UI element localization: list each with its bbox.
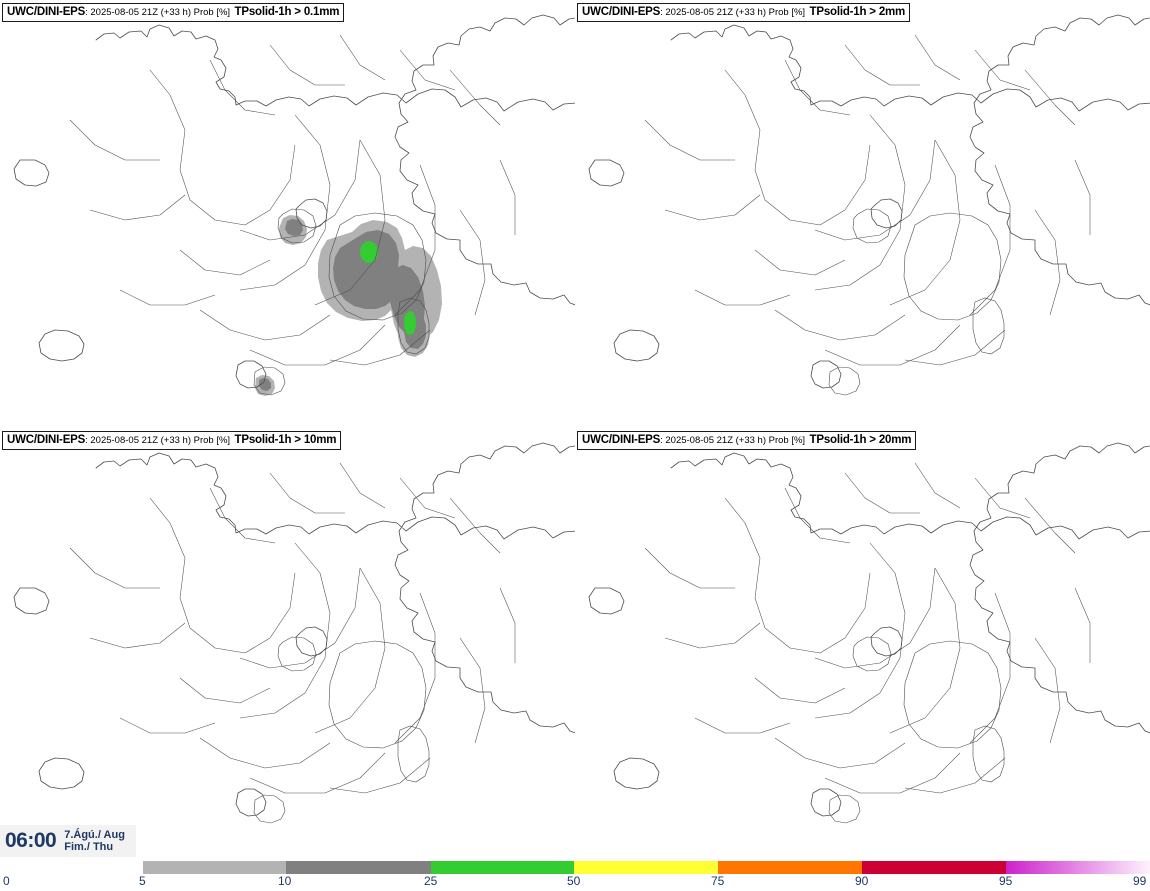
- panel-title-1: UWC/DINI-EPS: 2025-08-05 21Z (+33 h) Pro…: [577, 3, 911, 22]
- colorbar-tick-3: 25: [424, 874, 438, 888]
- panel-param-label-3: TPsolid-1h > 20mm: [809, 434, 912, 446]
- region-boundaries-1: [644, 34, 1091, 366]
- iceland-map-0: [13, 14, 575, 396]
- colorbar-segment-50-75: [574, 861, 718, 874]
- panel-run-label-3: : 2025-08-05 21Z (+33 h) Prob [%]: [660, 435, 806, 446]
- glacier-outlines-2: [253, 636, 430, 824]
- panel-model-label-1: UWC/DINI-EPS: [582, 6, 661, 18]
- probability-colorbar[interactable]: [143, 861, 1150, 874]
- legend-bar: 06:00 7.Ágú./ Aug Fim./ Thu 0 5 10 25 50…: [0, 825, 1150, 891]
- map-canvas-0[interactable]: [0, 0, 575, 428]
- glacier-outlines-1: [828, 208, 1005, 396]
- panel-run-label-2: : 2025-08-05 21Z (+33 h) Prob [%]: [85, 435, 231, 446]
- colorbar-tick-7: 95: [999, 874, 1013, 888]
- panel-param-label-0: TPsolid-1h > 0.1mm: [234, 6, 340, 18]
- region-boundaries-0: [69, 34, 516, 366]
- map-canvas-1[interactable]: [575, 0, 1150, 428]
- colorbar-tick-4: 50: [567, 874, 581, 888]
- colorbar-segment-5-10: [143, 861, 286, 874]
- panel-run-label-1: : 2025-08-05 21Z (+33 h) Prob [%]: [660, 7, 806, 18]
- region-boundaries-3: [644, 462, 1091, 794]
- colorbar-tick-labels: 0 5 10 25 50 75 90 95 99: [0, 874, 1150, 890]
- map-canvas-3[interactable]: [575, 428, 1150, 856]
- iceland-coastline-3: [588, 442, 1150, 817]
- colorbar-tick-8: 99: [1133, 874, 1147, 888]
- glacier-outlines-0: [253, 208, 430, 396]
- colorbar-tick-6: 90: [855, 874, 869, 888]
- valid-time-box: 06:00 7.Ágú./ Aug Fim./ Thu: [0, 825, 136, 857]
- iceland-coastline-2: [13, 442, 575, 817]
- panel-title-0: UWC/DINI-EPS: 2025-08-05 21Z (+33 h) Pro…: [2, 3, 345, 22]
- iceland-coastline-1: [588, 14, 1150, 389]
- colorbar-tick-0: 0: [3, 874, 10, 888]
- map-canvas-2[interactable]: [0, 428, 575, 856]
- panel-title-3: UWC/DINI-EPS: 2025-08-05 21Z (+33 h) Pro…: [577, 431, 917, 450]
- colorbar-segment-75-90: [718, 861, 862, 874]
- panel-run-label-0: : 2025-08-05 21Z (+33 h) Prob [%]: [85, 7, 231, 18]
- valid-weekday-label: Fim./ Thu: [64, 841, 114, 853]
- panel-model-label-0: UWC/DINI-EPS: [7, 6, 86, 18]
- colorbar-segment-25-50: [431, 861, 574, 874]
- forecast-panel-1[interactable]: UWC/DINI-EPS: 2025-08-05 21Z (+33 h) Pro…: [575, 0, 1150, 428]
- colorbar-tick-1: 5: [139, 874, 146, 888]
- panel-param-label-1: TPsolid-1h > 2mm: [809, 6, 906, 18]
- glacier-outlines-3: [828, 636, 1005, 824]
- forecast-panel-3[interactable]: UWC/DINI-EPS: 2025-08-05 21Z (+33 h) Pro…: [575, 428, 1150, 856]
- valid-time-hour: 06:00: [5, 829, 57, 852]
- colorbar-segment-95-99: [1006, 861, 1150, 874]
- valid-time-date: 7.Ágú./ Aug Fim./ Thu: [64, 829, 125, 854]
- iceland-map-1: [588, 14, 1150, 396]
- valid-date-label: 7.Ágú./ Aug: [64, 828, 125, 841]
- colorbar-segment-10-25: [286, 861, 431, 874]
- iceland-map-3: [588, 442, 1150, 824]
- panel-param-label-2: TPsolid-1h > 10mm: [234, 434, 337, 446]
- probability-shading-0: [255, 215, 442, 396]
- region-boundaries-2: [69, 462, 516, 794]
- colorbar-segment-90-95: [862, 861, 1006, 874]
- panel-model-label-2: UWC/DINI-EPS: [7, 434, 86, 446]
- panel-title-2: UWC/DINI-EPS: 2025-08-05 21Z (+33 h) Pro…: [2, 431, 342, 450]
- iceland-coastline-0: [13, 14, 575, 389]
- forecast-panel-grid: UWC/DINI-EPS: 2025-08-05 21Z (+33 h) Pro…: [0, 0, 1150, 856]
- forecast-panel-0[interactable]: UWC/DINI-EPS: 2025-08-05 21Z (+33 h) Pro…: [0, 0, 575, 428]
- iceland-map-2: [13, 442, 575, 824]
- colorbar-tick-2: 10: [278, 874, 292, 888]
- forecast-panel-2[interactable]: UWC/DINI-EPS: 2025-08-05 21Z (+33 h) Pro…: [0, 428, 575, 856]
- colorbar-tick-5: 75: [711, 874, 725, 888]
- panel-model-label-3: UWC/DINI-EPS: [582, 434, 661, 446]
